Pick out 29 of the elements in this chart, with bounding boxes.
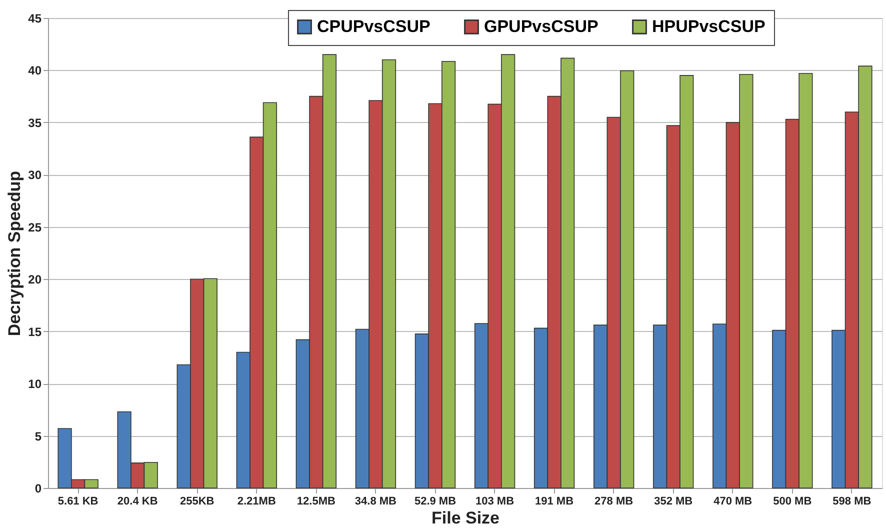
x-tick-label: 470 MB: [714, 496, 752, 508]
y-tick-label: 10: [28, 377, 42, 392]
x-tick-label: 103 MB: [476, 496, 514, 508]
y-tick-label: 0: [34, 482, 42, 496]
y-tick-label: 30: [28, 168, 42, 182]
legend-label: CPUPvsCSUP: [317, 16, 430, 36]
y-tick-label: 45: [28, 12, 42, 26]
x-tick-label: 2.21MB: [237, 496, 276, 508]
x-tick-label: 12.5MB: [296, 496, 336, 508]
x-tick-label: 598 MB: [832, 496, 872, 508]
x-tick-label: 278 MB: [594, 496, 634, 508]
x-tick-label: 5.61 KB: [58, 496, 98, 508]
y-tick-label: 20: [28, 272, 42, 287]
legend-label: HPUPvsCSUP: [652, 16, 766, 36]
y-tick-label: 40: [28, 64, 42, 78]
legend-label: GPUPvsCSUP: [484, 16, 598, 36]
x-tick-label: 500 MB: [773, 496, 812, 508]
x-axis-title: File Size: [431, 508, 500, 528]
x-tick-label: 352 MB: [654, 496, 693, 508]
x-tick-label: 52.9 MB: [414, 496, 456, 508]
x-tick-label: 255KB: [180, 496, 214, 508]
y-tick-label: 5: [34, 429, 42, 444]
x-tick-label: 191 MB: [535, 496, 574, 508]
y-tick-label: 35: [28, 116, 42, 130]
y-axis-title: Decryption Speedup: [5, 170, 24, 336]
x-tick-label: 34.8 MB: [354, 496, 397, 508]
x-tick-label: 20.4 KB: [117, 496, 158, 508]
y-tick-label: 15: [28, 324, 42, 339]
y-tick-label: 25: [28, 220, 42, 234]
